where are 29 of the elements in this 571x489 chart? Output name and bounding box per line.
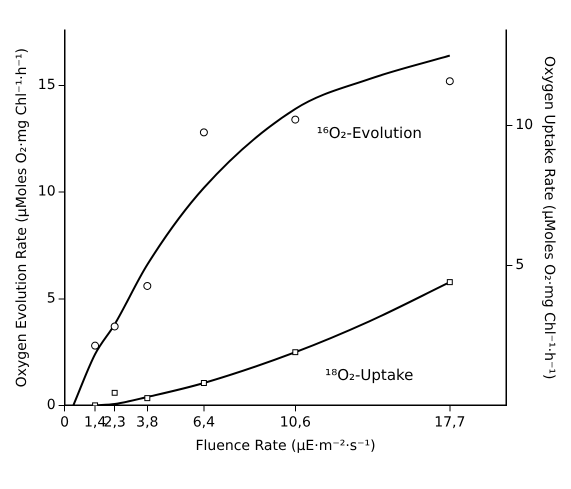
x-axis-title: Fluence Rate (μE·m⁻²·s⁻¹) <box>195 438 376 454</box>
point <box>110 322 119 330</box>
point <box>143 282 152 290</box>
y-axis-title: Oxygen Evolution Rate (μMoles O₂·mg Chl⁻¹·h⁻¹) <box>14 48 30 388</box>
point <box>291 116 300 124</box>
point <box>200 380 207 386</box>
point <box>91 342 100 350</box>
point <box>292 349 298 356</box>
y-tick-label: 5 <box>46 290 56 306</box>
x-tick-label: 2,3 <box>104 414 126 430</box>
y-tick-label: 0 <box>46 397 56 414</box>
y2-axis-title: Oxygen Uptake Rate (μMoles O₂·mg Chl⁻¹·h⁻¹) <box>540 56 557 380</box>
x-tick-label: 0 <box>60 414 70 430</box>
point <box>200 128 208 136</box>
point <box>446 279 453 286</box>
y-tick-label: 10 <box>38 184 56 200</box>
x-tick-label: 3,8 <box>136 414 158 430</box>
x-tick-label: 10,6 <box>280 414 311 430</box>
point <box>144 395 150 402</box>
series-label: ¹⁸O₂-Uptake <box>325 366 414 384</box>
x-tick-label: 17,7 <box>434 414 466 430</box>
x-tick-label: 6,4 <box>192 414 216 430</box>
point <box>446 77 454 86</box>
x-tick-label: 1,4 <box>84 414 106 430</box>
y2-tick-label: 10 <box>515 116 534 133</box>
point <box>112 390 118 396</box>
y2-tick-label: 5 <box>515 256 524 273</box>
y-tick-label: 15 <box>38 77 56 94</box>
series-label: ¹⁶O₂-Evolution <box>316 124 422 142</box>
